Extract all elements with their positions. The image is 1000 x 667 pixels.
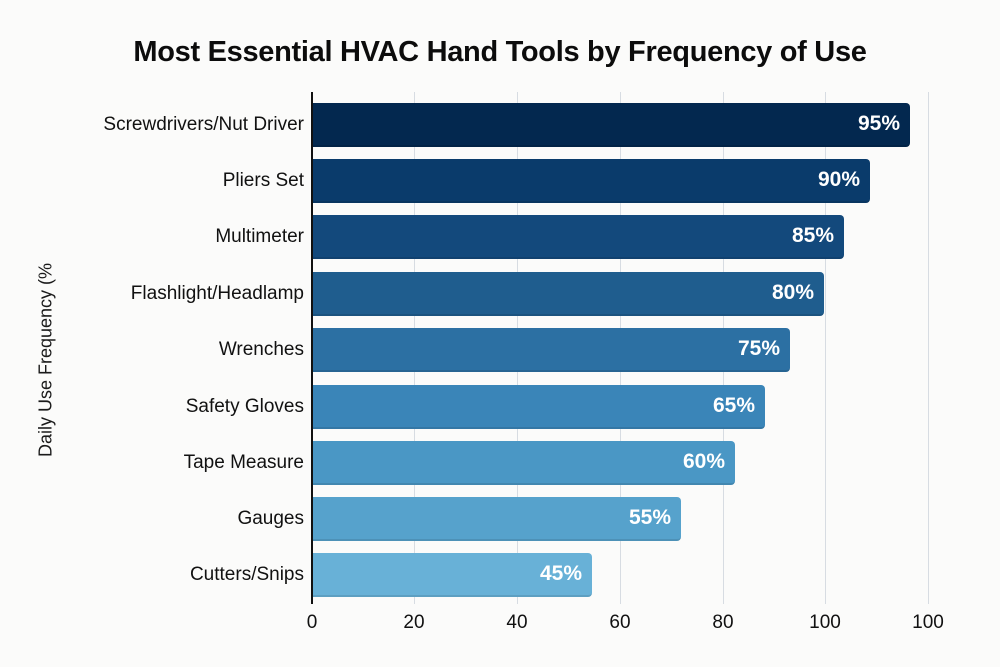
category-label: Flashlight/Headlamp — [130, 283, 304, 304]
x-tick-label: 40 — [506, 612, 528, 633]
chart-title: Most Essential HVAC Hand Tools by Freque… — [133, 36, 867, 68]
x-tick-label: 60 — [609, 612, 631, 633]
gridline — [825, 92, 826, 604]
category-label: Wrenches — [218, 339, 304, 360]
bar-value-label: 75% — [737, 337, 780, 360]
bar-pliers: 90% — [313, 159, 870, 203]
bar-value-label: 60% — [682, 450, 725, 473]
category-label: Tape Measure — [183, 452, 304, 473]
y-axis-line — [311, 92, 313, 604]
x-tick-label: 0 — [306, 612, 318, 633]
category-label: Gauges — [237, 508, 304, 529]
bar-multimeter: 85% — [313, 215, 844, 259]
category-label: Cutters/Snips — [189, 564, 304, 585]
bar-value-label: 65% — [712, 394, 755, 417]
x-tick-label: 80 — [712, 612, 734, 633]
bar-value-label: 90% — [817, 168, 860, 191]
bar-cutters: 45% — [313, 553, 592, 597]
category-label: Screwdrivers/Nut Driver — [103, 114, 304, 135]
bar-value-label: 95% — [857, 112, 900, 135]
bar-gauges: 55% — [313, 497, 681, 541]
bar-value-label: 45% — [539, 562, 582, 585]
category-label: Pliers Set — [222, 170, 304, 191]
gridline — [928, 92, 929, 604]
x-tick-label: 100 — [912, 612, 944, 633]
bar-safety-gloves: 65% — [313, 385, 765, 429]
bar-value-label: 80% — [771, 281, 814, 304]
bar-value-label: 55% — [628, 506, 671, 529]
x-tick-label: 100 — [809, 612, 841, 633]
category-label: Safety Gloves — [185, 396, 304, 417]
bar-screwdrivers: 95% — [313, 103, 910, 147]
bar-value-label: 85% — [791, 224, 834, 247]
bar-tape-measure: 60% — [313, 441, 735, 485]
bar-wrenches: 75% — [313, 328, 790, 372]
x-tick-label: 20 — [403, 612, 425, 633]
category-label: Multimeter — [215, 226, 304, 247]
plot-area: 95% 90% 85% 80% 75% 65% 60% 55% 45% — [311, 92, 952, 604]
bar-flashlight: 80% — [313, 272, 824, 316]
